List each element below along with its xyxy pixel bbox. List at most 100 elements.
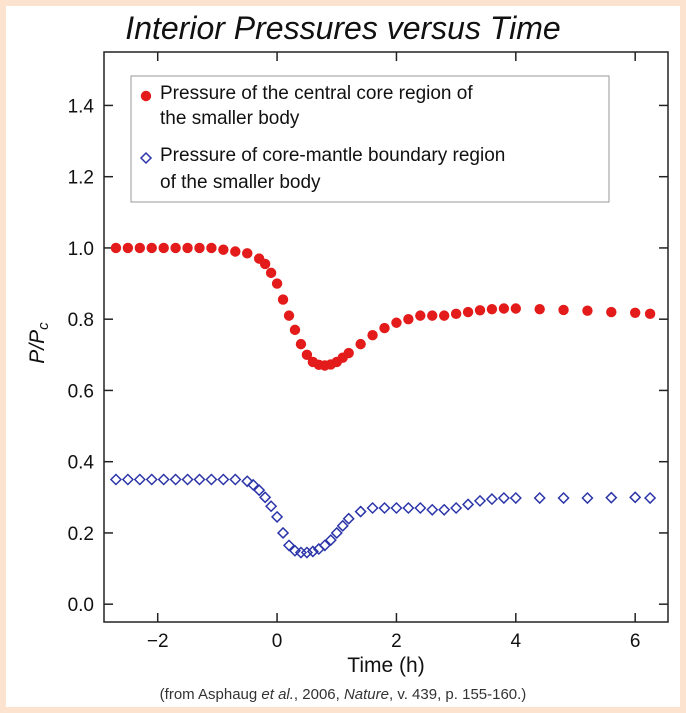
data-point-central-core xyxy=(644,308,656,320)
data-point-central-core xyxy=(295,338,307,350)
credit-pre: (from Asphaug xyxy=(159,686,262,703)
data-point-core-mantle xyxy=(157,473,170,486)
data-point-core-mantle xyxy=(300,546,313,559)
data-point-core-mantle xyxy=(193,473,206,486)
data-point-core-mantle xyxy=(342,512,355,525)
credit-post: , v. 439, p. 155-160.) xyxy=(389,686,527,703)
data-point-core-mantle xyxy=(629,491,642,504)
legend-marker-central-core xyxy=(140,90,152,102)
chart-title: Interior Pressures versus Time xyxy=(125,10,561,46)
data-point-core-mantle xyxy=(644,491,657,505)
data-point-core-mantle xyxy=(450,501,463,515)
data-point-core-mantle xyxy=(497,491,510,505)
data-point-core-mantle xyxy=(265,500,278,513)
data-point-central-core xyxy=(415,310,426,321)
data-point-central-core xyxy=(301,349,313,361)
data-point-central-core xyxy=(438,310,450,321)
legend-label-core-mantle-line1: Pressure of core-mantle boundary region xyxy=(160,145,505,166)
data-point-core-mantle xyxy=(253,484,266,497)
data-point-central-core xyxy=(122,242,134,254)
data-point-central-core xyxy=(486,304,498,315)
data-point-core-mantle xyxy=(217,473,230,486)
data-point-core-mantle xyxy=(318,539,331,552)
data-point-central-core xyxy=(462,306,474,318)
data-point-core-mantle xyxy=(378,501,391,515)
data-point-central-core xyxy=(218,244,229,255)
data-point-core-mantle xyxy=(473,494,487,507)
data-point-core-mantle xyxy=(485,493,498,506)
data-point-central-core xyxy=(283,310,295,321)
y-axis: 0.0 0.2 0.4 0.6 0.8 1.0 1.2 1.4 xyxy=(68,96,668,616)
credit-mid: , 2006, xyxy=(293,686,344,703)
data-point-central-core xyxy=(271,278,283,289)
data-point-central-core xyxy=(391,317,402,328)
plot-area xyxy=(103,51,669,623)
data-point-core-mantle xyxy=(121,473,134,486)
legend: Pressure of the central core region of t… xyxy=(130,75,610,203)
data-point-central-core xyxy=(403,313,414,325)
data-point-core-mantle xyxy=(133,473,146,486)
x-axis: −2 0 2 4 6 xyxy=(147,52,640,652)
data-point-central-core xyxy=(158,242,169,254)
x-axis-label: Time (h) xyxy=(347,654,424,677)
data-point-core-mantle xyxy=(181,473,194,486)
data-point-core-mantle xyxy=(306,545,319,558)
data-point-central-core xyxy=(277,294,289,305)
data-point-core-mantle xyxy=(557,491,570,505)
data-point-central-core xyxy=(289,324,301,336)
credit-et-al: et al. xyxy=(261,686,294,703)
data-point-core-mantle xyxy=(229,473,242,486)
data-point-core-mantle xyxy=(324,534,337,547)
data-point-core-mantle xyxy=(109,473,122,486)
data-point-central-core xyxy=(110,242,122,254)
data-point-core-mantle xyxy=(438,503,451,516)
x-tick-label: 0 xyxy=(272,631,283,652)
data-point-central-core xyxy=(474,305,486,316)
y-tick-label: 1.2 xyxy=(68,168,94,189)
legend-label-central-core-line2: the smaller body xyxy=(160,108,300,129)
y-tick-label: 1.0 xyxy=(68,239,94,260)
legend-box xyxy=(130,75,610,203)
y-tick-label: 0.2 xyxy=(68,524,94,545)
data-point-central-core xyxy=(134,242,146,254)
legend-label-core-mantle-line2: of the smaller body xyxy=(160,172,321,193)
y-axis-label-subscript: c xyxy=(35,322,52,330)
x-tick-label: −2 xyxy=(147,631,169,652)
data-point-core-mantle xyxy=(241,475,254,488)
x-tick-label: 4 xyxy=(511,631,522,652)
series-central-core xyxy=(110,242,656,371)
data-point-core-mantle xyxy=(205,473,218,486)
data-point-core-mantle xyxy=(282,539,296,552)
data-point-core-mantle xyxy=(271,510,284,523)
data-point-core-mantle xyxy=(605,491,618,504)
data-point-core-mantle xyxy=(145,473,158,486)
data-point-core-mantle xyxy=(390,501,403,515)
data-point-core-mantle xyxy=(509,491,522,505)
data-point-central-core xyxy=(355,338,366,350)
data-point-core-mantle xyxy=(462,498,475,511)
data-point-core-mantle xyxy=(288,544,302,557)
data-point-core-mantle xyxy=(533,491,546,505)
data-point-central-core xyxy=(510,303,522,314)
data-point-core-mantle xyxy=(426,503,439,516)
data-point-central-core xyxy=(450,308,462,320)
data-point-central-core xyxy=(427,310,438,321)
data-point-core-mantle xyxy=(414,501,427,515)
data-point-central-core xyxy=(534,304,545,315)
data-point-core-mantle xyxy=(336,519,349,532)
data-point-central-core xyxy=(230,246,241,257)
y-axis-label-main: P/P xyxy=(26,330,49,364)
legend-marker-core-mantle xyxy=(139,151,153,165)
credit-journal: Nature xyxy=(343,686,389,703)
data-point-core-mantle xyxy=(354,505,367,518)
x-tick-label: 2 xyxy=(391,631,402,652)
data-point-central-core xyxy=(629,307,641,318)
data-point-central-core xyxy=(146,242,157,254)
data-point-core-mantle xyxy=(169,473,182,486)
data-point-central-core xyxy=(170,242,181,254)
y-tick-label: 0.4 xyxy=(68,453,95,474)
data-point-core-mantle xyxy=(259,491,272,504)
y-axis-label: P/Pc xyxy=(26,322,52,364)
y-tick-label: 0.8 xyxy=(68,310,94,331)
